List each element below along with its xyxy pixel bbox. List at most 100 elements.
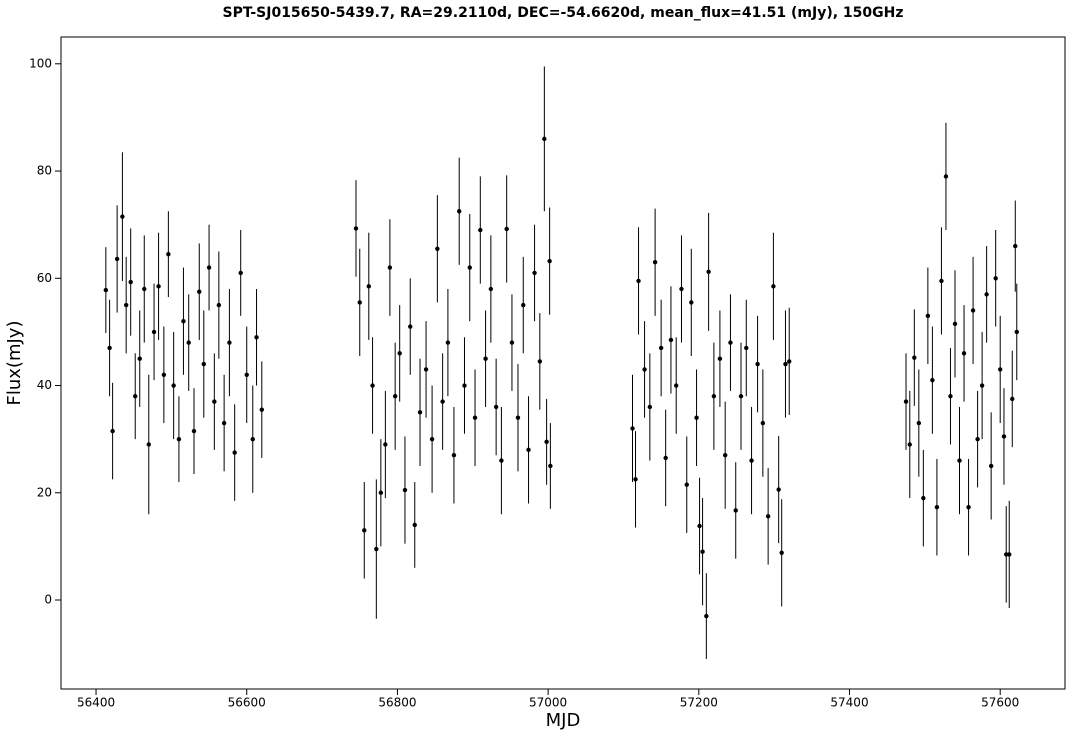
x-axis-label: MJD: [546, 710, 581, 731]
data-point: [776, 487, 781, 492]
data-point: [948, 394, 953, 399]
data-point: [259, 407, 264, 412]
data-point: [392, 394, 398, 399]
x-tick-label: 56600: [228, 696, 266, 710]
data-point: [916, 420, 922, 426]
data-point: [146, 442, 151, 447]
data-point: [374, 546, 379, 552]
data-point: [397, 351, 402, 356]
data-point: [728, 340, 733, 345]
data-point: [939, 278, 944, 284]
data-point: [128, 279, 133, 285]
data-point: [504, 226, 509, 232]
data-point: [383, 442, 388, 447]
data-point: [706, 269, 711, 275]
data-point: [408, 324, 413, 329]
data-point: [191, 428, 197, 434]
data-point: [483, 356, 488, 361]
data-point: [652, 259, 658, 265]
data-point: [663, 455, 668, 461]
data-point: [903, 399, 909, 404]
y-tick-label: 80: [37, 164, 52, 178]
y-tick-label: 20: [37, 485, 52, 499]
data-point: [103, 287, 109, 293]
data-point: [435, 246, 440, 251]
data-point: [197, 289, 202, 294]
data-point: [142, 286, 147, 292]
data-point: [238, 270, 243, 276]
data-point: [694, 415, 699, 420]
data-point: [993, 276, 998, 281]
data-point: [787, 359, 792, 364]
data-point: [760, 420, 766, 426]
y-axis-label: Flux(mJy): [4, 321, 25, 406]
data-point: [423, 367, 429, 372]
data-point: [630, 426, 635, 431]
data-point: [156, 284, 161, 289]
data-point: [402, 487, 408, 493]
data-point: [633, 477, 638, 482]
y-tick-label: 60: [37, 271, 52, 285]
data-point: [499, 458, 504, 463]
data-point: [488, 286, 494, 292]
data-point: [961, 351, 967, 356]
data-point: [998, 367, 1003, 372]
data-point: [445, 340, 451, 345]
data-point: [548, 463, 553, 469]
data-point: [232, 450, 237, 455]
data-point: [722, 453, 728, 458]
data-point: [429, 436, 435, 442]
y-tick-label: 40: [37, 378, 52, 392]
data-point: [212, 399, 217, 404]
data-point: [114, 256, 120, 262]
data-point: [988, 463, 994, 469]
data-point: [547, 258, 552, 264]
x-tick-label: 57600: [981, 696, 1019, 710]
data-point: [907, 442, 912, 447]
data-point: [370, 383, 375, 388]
data-point: [957, 458, 962, 463]
data-point: [472, 415, 478, 420]
data-point: [227, 340, 232, 345]
data-point: [478, 227, 483, 233]
data-point: [966, 505, 971, 510]
data-point: [697, 523, 702, 529]
data-point: [765, 514, 771, 519]
y-tick-label: 0: [44, 592, 52, 606]
data-point: [970, 308, 976, 313]
data-point: [387, 265, 393, 270]
x-tick-label: 57400: [830, 696, 868, 710]
data-point: [717, 356, 723, 361]
data-point: [120, 214, 125, 219]
data-point: [366, 284, 371, 289]
data-point: [700, 549, 705, 554]
data-point: [711, 394, 717, 399]
data-point: [417, 410, 423, 415]
data-point: [201, 361, 206, 367]
data-point: [137, 356, 142, 361]
data-point: [362, 528, 367, 533]
data-point: [642, 367, 647, 372]
data-point: [930, 377, 935, 383]
data-point: [537, 359, 543, 364]
data-point: [544, 439, 549, 445]
data-point: [925, 313, 931, 319]
data-point: [357, 300, 362, 305]
data-point: [984, 292, 989, 297]
data-point: [1004, 552, 1009, 557]
data-point: [110, 428, 115, 434]
data-point: [1010, 396, 1015, 402]
data-point: [515, 415, 521, 420]
data-point: [934, 505, 940, 510]
data-point: [943, 174, 949, 179]
data-point: [979, 383, 985, 388]
x-tick-label: 57200: [680, 696, 718, 710]
data-point: [755, 361, 760, 367]
data-point: [378, 490, 384, 495]
data-point: [171, 383, 176, 388]
data-point: [107, 345, 112, 351]
data-point: [668, 337, 674, 343]
data-point: [658, 345, 664, 351]
data-point: [921, 495, 926, 501]
